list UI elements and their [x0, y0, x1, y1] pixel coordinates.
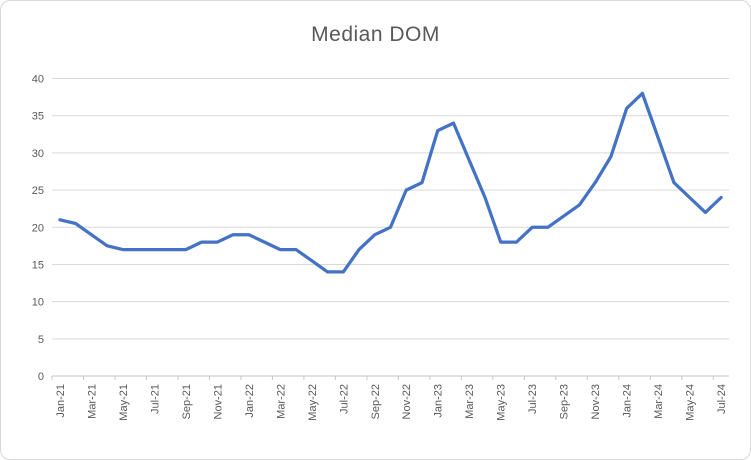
y-tick-label: 40 [32, 74, 44, 86]
x-tick-label: Nov-22 [401, 384, 413, 419]
x-tick-label: Jan-24 [622, 384, 634, 418]
x-tick-label: Sep-23 [559, 384, 571, 419]
y-tick-label: 25 [32, 185, 44, 197]
x-tick-label: Jul-23 [527, 384, 539, 414]
x-tick-label: Nov-21 [212, 384, 224, 419]
y-tick-label: 0 [38, 371, 44, 383]
chart-title: Median DOM [311, 23, 440, 46]
x-tick-label: Jul-24 [716, 384, 728, 414]
x-tick-label: Jul-22 [338, 384, 350, 414]
x-tick-label: May-22 [307, 384, 319, 421]
x-tick-label: Jul-21 [149, 384, 161, 414]
y-tick-label: 20 [32, 222, 44, 234]
x-tick-label: Nov-23 [590, 384, 602, 419]
x-tick-label: Jan-21 [55, 384, 67, 418]
x-tick-label: May-24 [685, 384, 697, 421]
x-tick-label: Mar-24 [653, 384, 665, 419]
x-tick-label: May-21 [118, 384, 130, 421]
y-tick-label: 30 [32, 148, 44, 160]
x-tick-label: Sep-22 [370, 384, 382, 419]
y-tick-label: 5 [38, 334, 44, 346]
x-tick-label: Mar-23 [464, 384, 476, 419]
x-tick-label: Jan-23 [433, 384, 445, 418]
x-tick-label: Mar-22 [275, 384, 287, 419]
x-tick-label: May-23 [496, 384, 508, 421]
y-tick-label: 15 [32, 259, 44, 271]
y-tick-label: 35 [32, 111, 44, 123]
x-tick-label: Jan-22 [244, 384, 256, 418]
x-tick-label: Mar-21 [86, 384, 98, 419]
data-series-line [58, 91, 723, 274]
y-tick-label: 10 [32, 297, 44, 309]
x-tick-label: Sep-21 [181, 384, 193, 419]
